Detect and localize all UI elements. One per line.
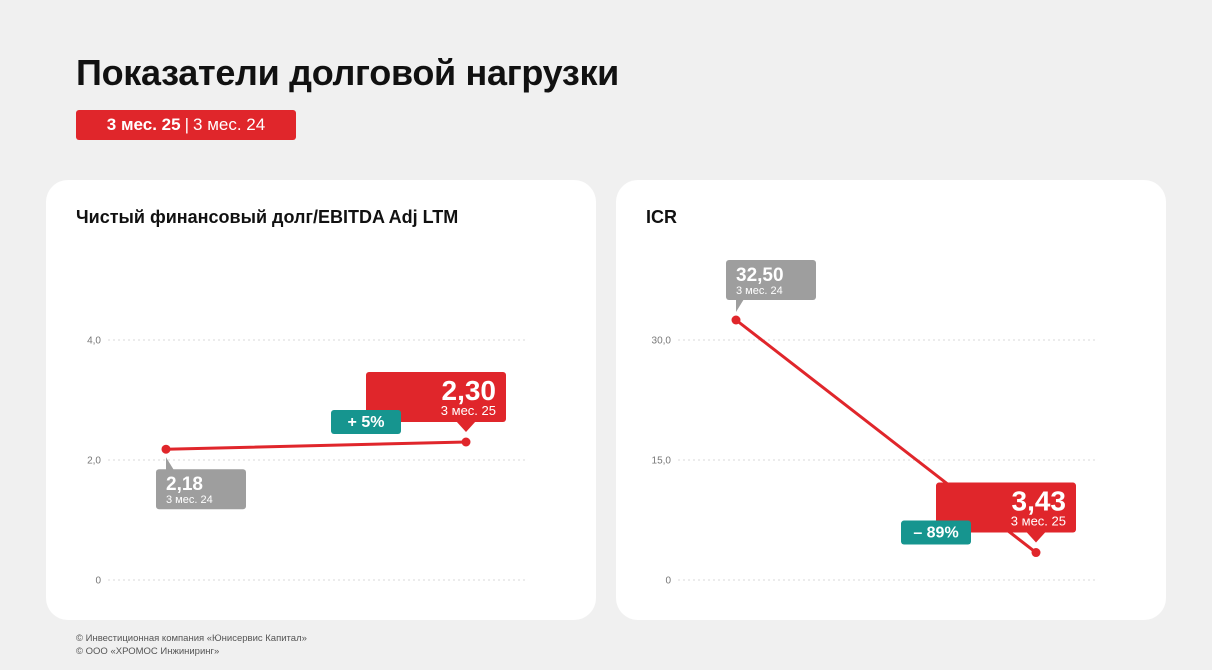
y-tick-label: 30,0 xyxy=(652,336,672,347)
period-separator: | xyxy=(184,115,190,134)
callout-previous: 2,183 мес. 24 xyxy=(156,457,246,510)
callout-current-value: 3,43 xyxy=(1012,486,1067,517)
callout-current: 2,303 мес. 25 xyxy=(366,372,506,432)
footer: © Инвестиционная компания «Юнисервис Кап… xyxy=(76,632,307,658)
chart-net-debt-ebitda: 02,04,02,183 мес. 242,303 мес. 25+ 5% xyxy=(87,336,528,587)
callout-current-tail xyxy=(1026,531,1046,543)
y-tick-label: 15,0 xyxy=(652,456,672,467)
footer-copyright-1: © Инвестиционная компания «Юнисервис Кап… xyxy=(76,633,307,644)
callout-previous-tail xyxy=(736,299,744,312)
data-point-current xyxy=(1031,548,1041,558)
period-previous-label: 3 мес. 24 xyxy=(193,115,266,134)
callout-previous-tail xyxy=(166,457,174,471)
page-title: Показатели долговой нагрузки xyxy=(76,52,620,93)
change-badge-box xyxy=(331,410,401,434)
callout-current-box xyxy=(366,372,506,422)
change-badge-label: + 5% xyxy=(348,414,385,431)
period-current-label: 3 мес. 25 xyxy=(106,115,181,134)
change-badge: + 5% xyxy=(331,410,401,434)
callout-previous-period: 3 мес. 24 xyxy=(736,285,783,297)
callout-previous-period: 3 мес. 24 xyxy=(166,494,213,506)
change-badge-box xyxy=(901,520,971,545)
chart-card-icr: ICR 0 15,0 30,0 32,50 3 мес. 24 3,43 3 мес. 25… xyxy=(616,180,1166,620)
period-badge: 3 мес. 25 | 3 мес. 24 xyxy=(76,110,296,140)
footer-copyright-2: © ООО «ХРОМОС Инжиниринг» xyxy=(76,646,220,657)
callout-current-tail xyxy=(456,421,476,432)
chart-card-net-debt-ebitda: Чистый финансовый долг/EBITDA Adj LTM 0 2… xyxy=(46,180,596,620)
callout-current-value: 2,30 xyxy=(442,375,497,406)
callout-previous-value: 32,50 xyxy=(736,265,784,286)
callout-previous-box xyxy=(726,260,816,300)
data-point-previous xyxy=(731,315,741,325)
callout-previous-value: 2,18 xyxy=(166,474,203,495)
y-tick-label: 0 xyxy=(665,576,671,587)
chart-title-icr: ICR xyxy=(646,207,677,227)
chart-title-net-debt-ebitda: Чистый финансовый долг/EBITDA Adj LTM xyxy=(76,207,459,227)
callout-current: 3,433 мес. 25 xyxy=(936,482,1076,543)
y-tick-label: 4,0 xyxy=(87,336,101,347)
change-badge-label: – 89% xyxy=(913,525,958,542)
callout-current-period: 3 мес. 25 xyxy=(441,403,496,418)
data-point-previous xyxy=(161,444,171,454)
chart-icr: 015,030,032,503 мес. 243,433 мес. 25– 89… xyxy=(652,260,1098,587)
callout-previous: 32,503 мес. 24 xyxy=(726,260,816,312)
y-tick-label: 0 xyxy=(95,576,101,587)
callout-current-period: 3 мес. 25 xyxy=(1011,514,1066,529)
callout-previous-box xyxy=(156,469,246,510)
data-point-current xyxy=(461,437,471,447)
series-line xyxy=(164,440,468,451)
callout-current-box xyxy=(936,482,1076,533)
change-badge: – 89% xyxy=(901,520,971,545)
y-tick-label: 2,0 xyxy=(87,456,101,467)
